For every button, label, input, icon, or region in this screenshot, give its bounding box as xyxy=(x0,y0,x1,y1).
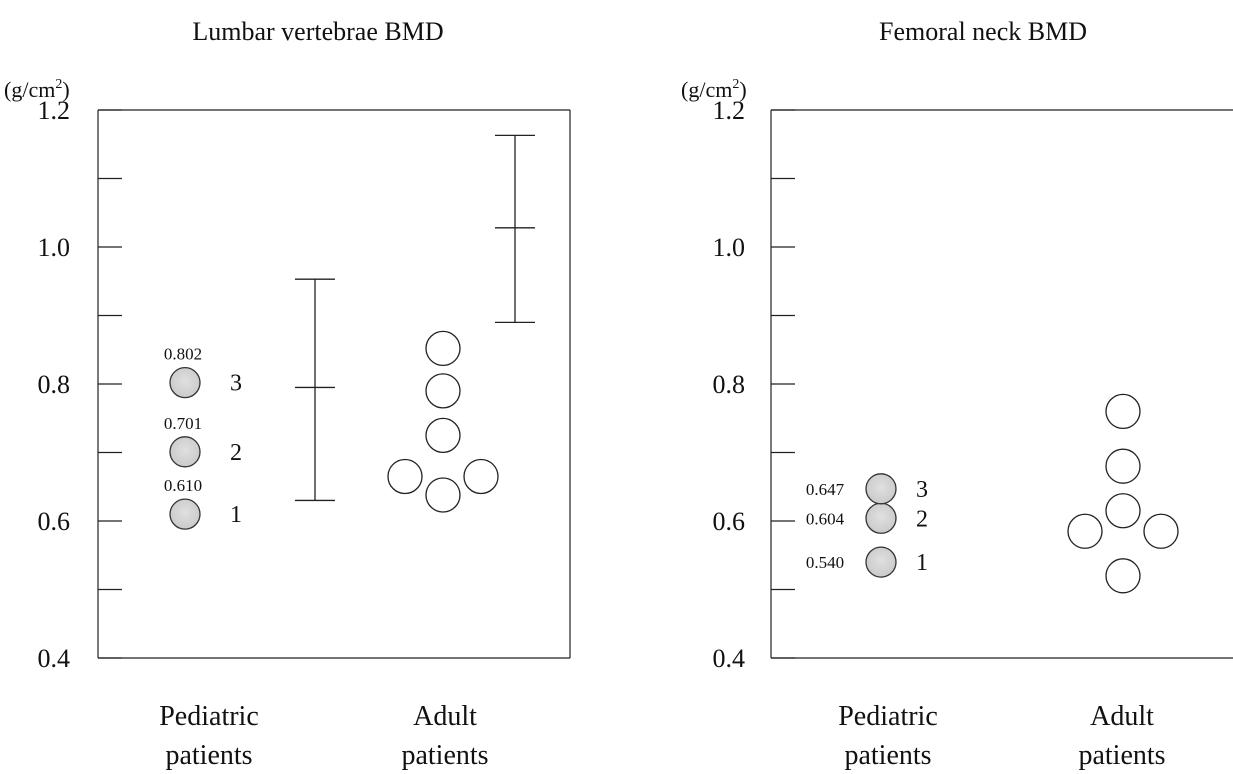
data-label: 0.802 xyxy=(164,345,202,364)
adult-point xyxy=(1105,448,1141,484)
data-label: 0.604 xyxy=(806,509,845,528)
rank-label: 1 xyxy=(916,550,928,576)
adult-point xyxy=(425,417,461,454)
pediatric-point xyxy=(865,546,897,578)
pediatric-point xyxy=(865,502,897,534)
x-category-label: Adult xyxy=(1090,701,1154,732)
adult-point xyxy=(1143,513,1179,549)
data-label: 0.540 xyxy=(806,553,844,572)
pediatric-point xyxy=(865,473,897,505)
y-tick-label: 0.8 xyxy=(38,370,71,399)
y-axis-unit: (g/cm2) xyxy=(681,77,747,102)
y-axis-unit: (g/cm2) xyxy=(4,77,70,102)
adult-point xyxy=(425,373,461,409)
rank-label: 1 xyxy=(230,502,242,528)
adult-point xyxy=(1105,493,1141,529)
pediatric-point xyxy=(169,366,201,399)
x-category-label: Adult xyxy=(413,701,477,732)
y-tick-label: 1.0 xyxy=(713,233,746,262)
femoral-chart: Femoral neck BMD (g/cm2) 0.4 0.6 0.8 1.0 1.2 Pe… xyxy=(681,17,1233,771)
data-label: 0.610 xyxy=(164,476,202,495)
y-tick-label: 0.6 xyxy=(38,507,71,536)
adult-point xyxy=(1105,558,1141,594)
y-tick-label: 1.2 xyxy=(713,96,746,125)
x-category-label: patients xyxy=(165,740,252,771)
adult-point xyxy=(425,330,461,367)
y-tick-label: 1.0 xyxy=(38,233,71,262)
adult-point xyxy=(1067,513,1103,549)
rank-label: 3 xyxy=(916,477,928,503)
chart-title: Femoral neck BMD xyxy=(879,17,1087,46)
rank-label: 2 xyxy=(916,506,928,532)
y-tick-label: 1.2 xyxy=(38,96,71,125)
y-tick-label: 0.6 xyxy=(713,507,746,536)
y-tick-label: 0.4 xyxy=(38,644,71,673)
data-label: 0.701 xyxy=(164,414,202,433)
lumbar-chart: Lumbar vertebrae BMD (g/cm2) 0.4 0.6 0.8 1.0 1… xyxy=(4,17,571,771)
adult-point xyxy=(387,458,423,495)
x-category-label: patients xyxy=(1078,740,1165,771)
rank-label: 2 xyxy=(230,440,242,466)
y-tick-label: 0.4 xyxy=(713,644,746,673)
x-category-label: Pediatric xyxy=(159,701,259,732)
x-category-label: patients xyxy=(401,740,488,771)
chart-title: Lumbar vertebrae BMD xyxy=(192,17,443,46)
pediatric-point xyxy=(169,436,201,468)
pediatric-point xyxy=(169,498,201,530)
x-category-label: Pediatric xyxy=(838,701,938,732)
adult-point xyxy=(463,458,499,495)
data-label: 0.647 xyxy=(806,480,845,499)
y-tick-label: 0.8 xyxy=(713,370,746,399)
rank-label: 3 xyxy=(230,371,242,397)
x-category-label: patients xyxy=(844,740,931,771)
adult-point xyxy=(425,477,461,513)
adult-point xyxy=(1105,393,1141,430)
